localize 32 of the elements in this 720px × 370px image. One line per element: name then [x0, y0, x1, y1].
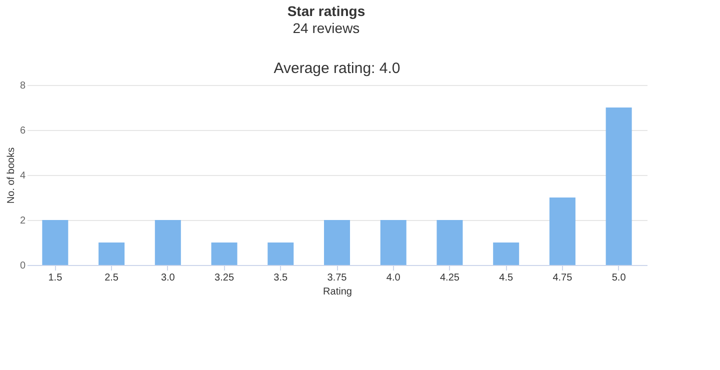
bar — [436, 220, 463, 265]
x-tick-label: 3.0 — [160, 272, 176, 284]
text: Average rating: 4.0 — [274, 60, 400, 77]
x-tick-label: 4.5 — [499, 272, 514, 284]
bar — [380, 220, 406, 265]
bar — [606, 108, 632, 265]
y-tick-label: 4 — [20, 170, 26, 182]
bar — [549, 198, 576, 265]
bar — [324, 220, 350, 265]
bar — [268, 242, 294, 265]
x-axis-title: Rating — [323, 286, 352, 298]
y-tick-label: 8 — [20, 80, 26, 92]
chart-title: Star ratings — [287, 3, 366, 19]
y-axis-title: No. of books — [6, 147, 17, 204]
x-tick-label: 4.75 — [552, 272, 573, 284]
y-tick-label: 6 — [20, 126, 26, 136]
x-tick-label: 4.25 — [440, 272, 460, 284]
x-tick-label: 3.25 — [214, 272, 234, 284]
x-tick-label: 3.75 — [327, 272, 348, 284]
x-tick-label: 3.5 — [274, 272, 288, 284]
x-tick-label: 1.5 — [48, 272, 63, 284]
y-tick-label: 0 — [20, 260, 26, 272]
x-tick-label: 5.0 — [612, 272, 626, 284]
chart-subtitle: 24 reviews — [292, 20, 360, 36]
y-tick-label: 2 — [20, 216, 26, 226]
bar — [211, 242, 238, 265]
bar — [42, 220, 68, 265]
bar — [154, 220, 181, 265]
x-tick-label: 2.5 — [104, 272, 119, 284]
bar — [98, 242, 125, 265]
x-tick-label: 4.0 — [386, 272, 401, 284]
bar — [493, 242, 520, 265]
